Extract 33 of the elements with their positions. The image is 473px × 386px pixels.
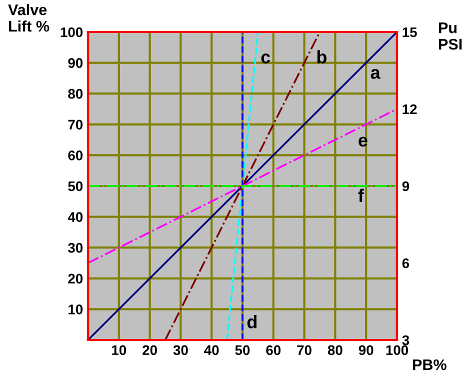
x-axis-title: PB% [413,359,446,370]
x-tick-label: 70 [297,345,312,356]
y2-tick-label: 9 [402,181,410,192]
y2-axis-title: Pu PSI [439,22,462,50]
y-tick-label: 50 [68,181,83,192]
x-tick-label: 10 [112,345,126,356]
y-tick-label: 30 [68,242,83,253]
annotation: d [247,315,257,328]
y-tick-label: 90 [68,58,83,68]
x-tick-label: 50 [235,345,250,356]
y-tick-label: 60 [68,150,83,160]
annotation: a [370,68,380,79]
x-tick-label: 30 [173,345,188,356]
y-tick-label: 100 [60,27,83,38]
x-tick-label: 100 [386,345,408,356]
y2-tick-label: 15 [402,27,417,38]
y-tick-label: 20 [68,274,83,284]
y-tick-label: 10 [68,304,83,314]
y-axis-title: Valve Lift % [8,4,50,32]
annotation: f [358,188,364,202]
y2-tick-label: 6 [402,258,410,268]
x-tick-label: 90 [358,345,374,356]
annotation: b [317,50,326,64]
y-tick-label: 80 [68,88,83,99]
x-tick-label: 20 [142,345,157,356]
y2-tick-label: 12 [402,104,417,114]
x-tick-label: 60 [266,345,281,356]
y2-tick-label: 3 [402,335,410,346]
x-tick-label: 40 [204,345,219,356]
y-tick-label: 70 [68,120,83,130]
y-tick-label: 40 [68,212,83,222]
annotation: c [261,54,270,64]
x-tick-label: 80 [328,345,342,356]
